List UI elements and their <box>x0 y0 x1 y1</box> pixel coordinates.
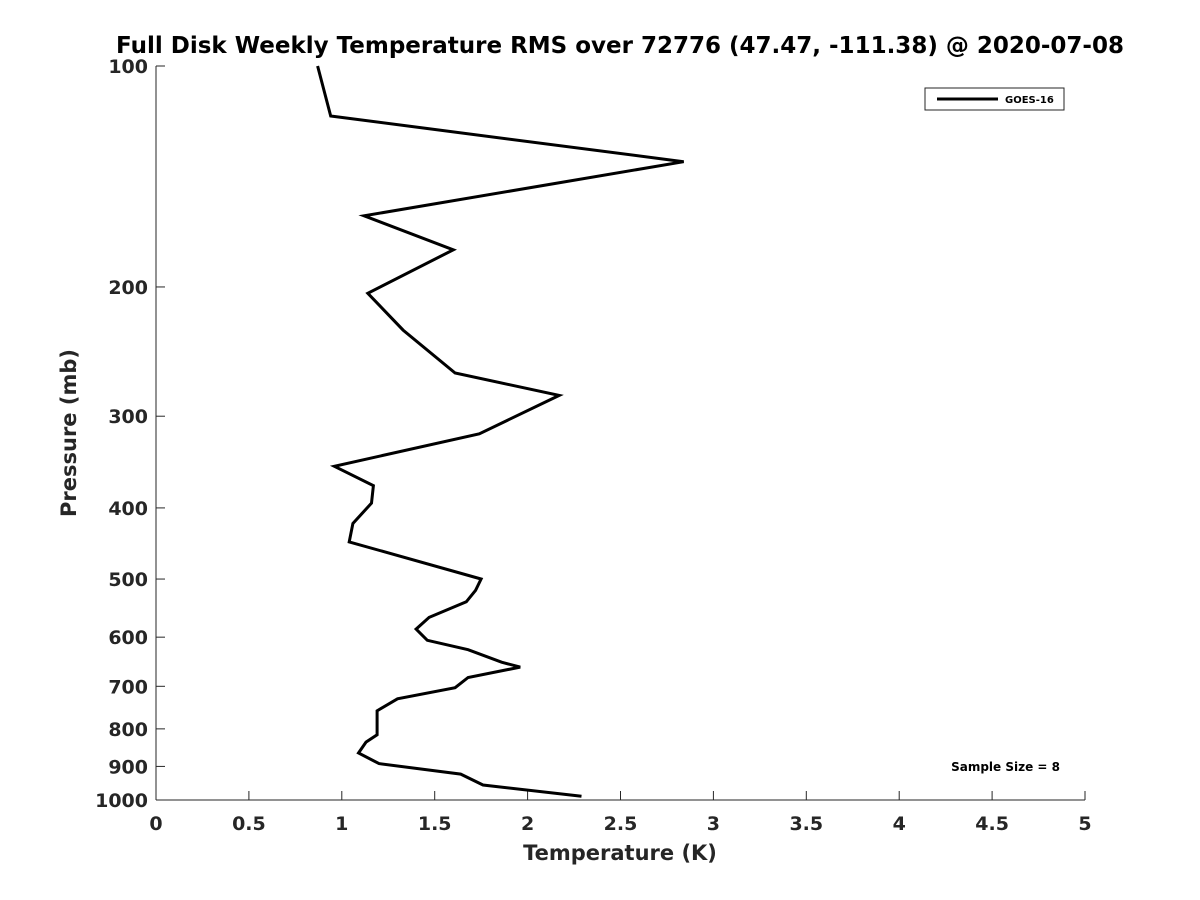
y-tick-label: 100 <box>108 56 148 78</box>
series-layer <box>316 65 684 798</box>
y-tick-label: 600 <box>108 627 148 649</box>
y-tick-label: 900 <box>108 756 148 778</box>
x-tick-label: 0.5 <box>232 813 266 835</box>
x-axis-label: Temperature (K) <box>523 841 717 865</box>
y-tick-label: 800 <box>108 719 148 741</box>
y-tick-label: 200 <box>108 277 148 299</box>
legend: GOES-16 <box>924 87 1065 111</box>
chart-title: Full Disk Weekly Temperature RMS over 72… <box>116 33 1124 59</box>
x-tick-label: 3.5 <box>789 813 823 835</box>
x-tick-label: 1.5 <box>418 813 452 835</box>
y-tick-label: 1000 <box>95 790 148 812</box>
x-tick-label: 4 <box>893 813 906 835</box>
axes: 0 0.5 1 1.5 2 2.5 3 3.5 4 4.5 5 100 200 300 400 500 600 7… <box>95 56 1092 835</box>
sample-size-annotation: Sample Size = 8 <box>951 760 1060 774</box>
y-tick-label: 700 <box>108 676 148 698</box>
series-line-goes-16 <box>316 65 684 798</box>
x-tick-label: 3 <box>707 813 720 835</box>
y-tick-label: 400 <box>108 498 148 520</box>
x-tick-label: 0 <box>149 813 162 835</box>
x-tick-label: 5 <box>1078 813 1091 835</box>
y-tick-label: 300 <box>108 406 148 428</box>
x-tick-label: 2.5 <box>604 813 638 835</box>
legend-label-goes-16: GOES-16 <box>1005 95 1054 106</box>
y-axis-label: Pressure (mb) <box>57 349 81 517</box>
x-tick-label: 1 <box>335 813 348 835</box>
y-tick-label: 500 <box>108 569 148 591</box>
x-tick-label: 2 <box>521 813 534 835</box>
x-tick-label: 4.5 <box>975 813 1009 835</box>
